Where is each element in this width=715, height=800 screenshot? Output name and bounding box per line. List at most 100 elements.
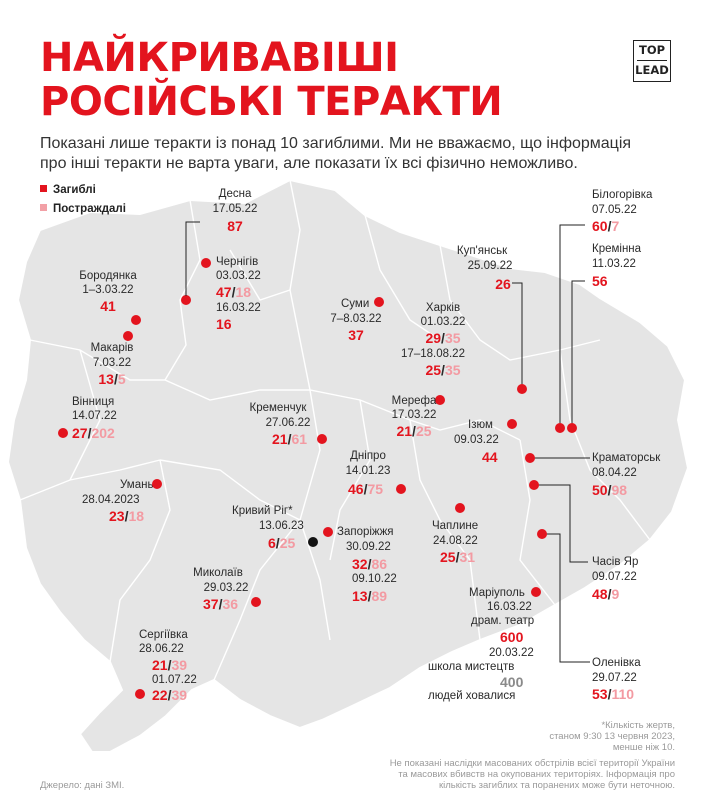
chernihiv-killed-1: 47	[216, 284, 232, 300]
merefa-killed: 21	[396, 423, 413, 439]
olenivka-date: 29.07.22	[592, 672, 637, 684]
kupiansk-date: 25.09.22	[467, 260, 513, 272]
kremenchuk-name: Кременчук	[249, 402, 307, 414]
logo-bottom-text: LEAD	[635, 63, 669, 77]
chernihiv-name: Чернігів	[216, 256, 259, 268]
mykolaiv-injured: 36	[222, 596, 239, 612]
kharkiv-killed-1: 29	[425, 330, 442, 346]
kryvyi-rih-marker	[308, 537, 318, 547]
zaporizhzhia-figures-2: 13/89	[352, 588, 388, 604]
kremenchuk-figures: 21/61	[272, 431, 308, 447]
chernihiv-injured-1: 18	[235, 284, 252, 300]
kremenchuk-killed: 21	[272, 431, 288, 447]
uman-figures: 23/18	[109, 508, 145, 524]
disclaimer-line-2: та масових вбивств на окупованих територ…	[398, 769, 675, 780]
kupiansk-killed: 26	[495, 276, 511, 292]
kharkiv-date-2: 17–18.08.22	[401, 348, 465, 360]
mykolaiv-name: Миколаїв	[193, 567, 243, 579]
serhiivka-figures-1: 21/39	[152, 657, 188, 673]
olenivka-injured: 110	[611, 686, 635, 702]
uman-date: 28.04.2023	[82, 494, 140, 506]
dnipro-injured: 75	[367, 481, 384, 497]
merefa-injured: 25	[415, 423, 432, 439]
source-note: Джерело: дані ЗМІ.	[40, 780, 125, 791]
kramatorsk-injured: 98	[611, 482, 628, 498]
dnipro-figures: 46/75	[348, 481, 384, 497]
serhiivka-killed-1: 21	[152, 657, 168, 673]
kharkiv-figures-2: 25/35	[425, 362, 461, 378]
desna-killed: 87	[227, 218, 243, 234]
zaporizhzhia-injured-1: 86	[371, 556, 388, 572]
makariv-figures: 13/5	[98, 371, 126, 387]
sumy-marker	[374, 297, 384, 307]
disclaimer-line-3: кількість загиблих та поранених може бут…	[438, 780, 675, 791]
legend-killed: Загиблі	[40, 184, 96, 196]
vinnytsia-figures: 27/202	[72, 425, 115, 441]
makariv-killed: 13	[98, 371, 114, 387]
merefa-date: 17.03.22	[391, 409, 437, 421]
makariv-name: Макарів	[90, 342, 134, 354]
kreminna-killed: 56	[592, 273, 608, 289]
vinnytsia-name: Вінниця	[72, 396, 115, 408]
dnipro-killed: 46	[348, 481, 364, 497]
bilohorivka-marker	[555, 423, 565, 433]
kharkiv-marker	[435, 395, 445, 405]
mariupol-date-1: 16.03.22	[487, 601, 532, 613]
kramatorsk-date: 08.04.22	[592, 467, 637, 479]
kreminna-date: 11.03.22	[592, 258, 636, 270]
legend-injured-label: Постраждалі	[53, 203, 126, 215]
serhiivka-killed-2: 22	[152, 687, 168, 703]
sumy-date: 7–8.03.22	[330, 313, 382, 325]
zaporizhzhia-killed-1: 32	[352, 556, 368, 572]
mariupol-killed-1: 600	[500, 629, 524, 645]
top-lead-logo: TOP LEAD	[633, 40, 671, 82]
uman-injured: 18	[128, 508, 145, 524]
bilohorivka-figures: 60/7	[592, 218, 620, 234]
kreminna-name: Кремінна	[592, 243, 642, 255]
footnote-line-3: менше ніж 10.	[612, 742, 675, 753]
sumy-name: Суми	[341, 298, 370, 310]
title-line-2: РОСІЙСЬКІ ТЕРАКТИ	[40, 79, 503, 125]
uman-killed: 23	[109, 508, 125, 524]
kharkiv-injured-2: 35	[444, 362, 461, 378]
kharkiv-date-1: 01.03.22	[420, 316, 466, 328]
mariupol-note-1: драм. театр	[471, 615, 535, 627]
chernihiv-killed-2: 16	[216, 316, 232, 332]
borodianka-killed: 41	[100, 298, 116, 314]
subtitle-line-2: про інші теракти не варта уваги, але пок…	[40, 155, 578, 172]
merefa-figures: 21/25	[396, 423, 432, 439]
logo-top-text: TOP	[638, 43, 666, 57]
kryvyi-rih-date: 13.06.23	[259, 520, 304, 532]
borodianka-marker	[131, 315, 141, 325]
zaporizhzhia-figures-1: 32/86	[352, 556, 388, 572]
izium-name: Ізюм	[468, 419, 493, 431]
kupiansk-name: Куп'янськ	[456, 245, 508, 257]
olenivka-killed: 53	[592, 686, 608, 702]
bilohorivka-injured: 7	[611, 218, 620, 234]
mykolaiv-figures: 37/36	[203, 596, 239, 612]
izium-date: 09.03.22	[454, 434, 499, 446]
legend-killed-swatch	[40, 185, 47, 192]
kharkiv-figures-1: 29/35	[425, 330, 461, 346]
legend-injured: Постраждалі	[40, 203, 126, 215]
bilohorivka-date: 07.05.22	[592, 204, 637, 216]
logo-divider	[637, 60, 667, 61]
olenivka-figures: 53/110	[592, 686, 635, 702]
chasiv-yar-figures: 48/9	[592, 586, 620, 602]
footnote-line-1: *Кількість жертв,	[601, 720, 675, 731]
uman-marker	[152, 479, 162, 489]
bilohorivka-killed: 60	[592, 218, 608, 234]
mariupol-sheltered: 400	[500, 674, 524, 690]
chapline-figures: 25/31	[440, 549, 476, 565]
dnipro-marker	[396, 484, 406, 494]
desna-name: Десна	[218, 188, 252, 200]
kramatorsk-killed: 50	[592, 482, 608, 498]
serhiivka-figures-2: 22/39	[152, 687, 188, 703]
uman-name: Умань	[120, 479, 154, 491]
subtitle: Показані лише теракти із понад 10 загибл…	[40, 134, 700, 174]
vinnytsia-killed: 27	[72, 425, 88, 441]
izium-marker	[507, 419, 517, 429]
disclaimer: Не показані наслідки масованих обстрілів…	[390, 758, 675, 791]
footnote-line-2: станом 9:30 13 червня 2023,	[549, 731, 675, 742]
makariv-date: 7.03.22	[92, 357, 132, 369]
